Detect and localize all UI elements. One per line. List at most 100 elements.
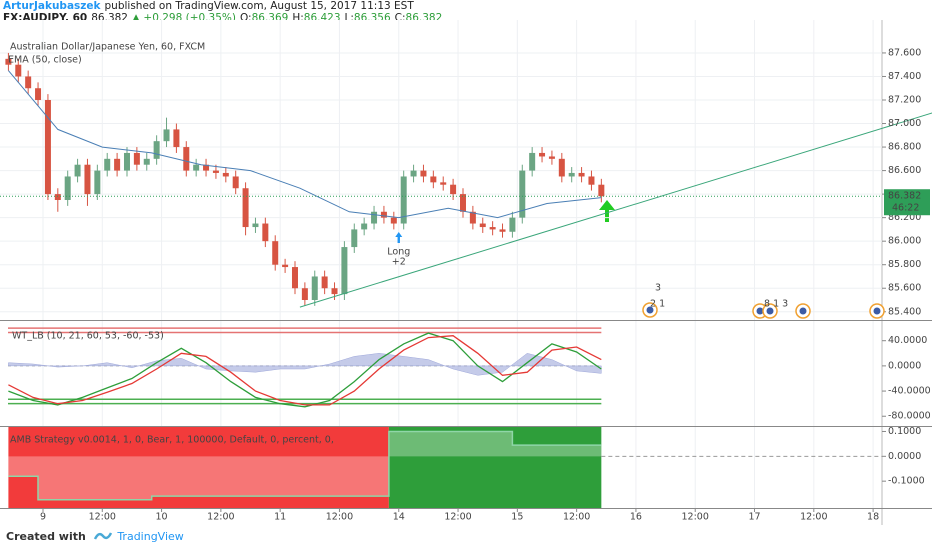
candle-body	[499, 229, 506, 232]
y-tick-label: 86.000	[888, 236, 921, 247]
up-arrow	[599, 200, 615, 222]
published: published on TradingView.com, August 15,…	[104, 0, 414, 12]
candle-body	[548, 156, 555, 159]
ema-line	[8, 70, 602, 219]
candle-body	[341, 247, 348, 295]
candle-body	[114, 158, 121, 171]
candle-body	[104, 158, 111, 171]
candle-body	[400, 176, 407, 224]
y-tick-label: 86.600	[888, 165, 921, 176]
signal-value: +2	[392, 257, 406, 268]
candle-body	[420, 170, 427, 177]
candle-body	[163, 129, 170, 142]
y-tick-label: 0.0000	[888, 451, 921, 462]
candle-body	[390, 217, 397, 224]
last-price-box	[884, 189, 930, 216]
candle-body	[321, 276, 328, 289]
equity-fill	[8, 431, 602, 500]
wave-line	[8, 332, 602, 408]
event-flag	[646, 306, 654, 314]
author[interactable]: ArturJakubaszek	[3, 0, 101, 12]
candle-body	[222, 172, 229, 177]
event-flag	[756, 307, 764, 315]
candle-body	[558, 158, 565, 177]
x-tick-label: 12:00	[326, 512, 353, 523]
x-tick-label: 18	[867, 512, 879, 523]
trendline	[299, 112, 932, 308]
candle-body	[74, 164, 81, 177]
candle-body	[331, 288, 338, 295]
position-region	[8, 427, 389, 508]
candle-body	[44, 100, 51, 195]
last-price-label: 86.382	[888, 191, 921, 202]
x-tick-label: 15	[511, 512, 523, 523]
y-tick-label: 87.000	[888, 118, 921, 129]
y-tick-label: 87.600	[888, 47, 921, 58]
candle-body	[361, 223, 368, 230]
candle-body	[450, 184, 457, 195]
ohlc-label: O:	[239, 12, 252, 24]
event-flag	[799, 307, 807, 315]
x-tick-label: 12:00	[444, 512, 471, 523]
candle-body	[578, 172, 585, 177]
candle-body	[94, 170, 101, 195]
marks	[0, 52, 932, 508]
event-flag	[766, 307, 774, 315]
candle-body	[35, 88, 42, 100]
candle-body	[123, 152, 130, 171]
event-flag	[873, 307, 881, 315]
candle-body	[539, 152, 546, 157]
candle-body	[588, 176, 595, 185]
candle-body	[459, 194, 466, 212]
candle-body	[291, 267, 298, 289]
candle-body	[133, 152, 140, 165]
candle-body	[143, 158, 150, 165]
candle-body	[203, 164, 210, 171]
candle-body	[242, 188, 249, 228]
x-tick-label: 10	[156, 512, 168, 523]
brand[interactable]: TradingView	[117, 530, 184, 543]
candle-body	[252, 223, 259, 228]
candle-body	[311, 276, 318, 300]
y-tick-label: -40.0000	[888, 386, 931, 397]
x-tick-label: 17	[748, 512, 760, 523]
candle-body	[568, 172, 575, 177]
event-label: 2 1	[650, 299, 665, 310]
candle-body	[25, 76, 32, 89]
pane-title: Australian Dollar/Japanese Yen, 60, FXCM	[10, 42, 205, 53]
labels: 9 12:00 10 12:00 11 12:00 14 12:00 15 12:00 16 12:0…	[8, 42, 931, 523]
y-tick-label: 87.400	[888, 71, 921, 82]
candle-body	[351, 229, 358, 248]
y-tick-label: 0.0000	[888, 360, 921, 371]
y-tick-label: 86.200	[888, 212, 921, 223]
header-line: ArturJakubaszek published on TradingView.…	[3, 0, 450, 12]
ohlc-label: H:	[292, 12, 304, 24]
y-tick-label: 85.400	[888, 306, 921, 317]
y-tick-label: 40.0000	[888, 335, 927, 346]
x-tick-label: 14	[393, 512, 405, 523]
candle-body	[430, 176, 437, 183]
candle-body	[301, 288, 308, 300]
signal-arrow	[395, 232, 403, 243]
series-name: EMA (50, close)	[8, 55, 82, 66]
candle-body	[410, 170, 417, 177]
signal-label: Long	[387, 247, 410, 258]
candle-body	[469, 211, 476, 224]
candle-body	[173, 129, 180, 148]
candle-body	[598, 184, 605, 197]
event-label: 3	[655, 283, 661, 294]
candle-body	[193, 164, 200, 171]
pane-title: AMB Strategy v0.0014, 1, 0, Bear, 1, 100…	[10, 435, 334, 446]
y-tick-label: 87.200	[888, 95, 921, 106]
candle-body	[371, 211, 378, 224]
ohlc-label: L:	[344, 12, 354, 24]
candle-body	[183, 147, 190, 171]
candle-body	[529, 152, 536, 171]
candle-body	[519, 170, 526, 218]
candle-body	[380, 211, 387, 218]
candle-body	[64, 176, 71, 200]
footer: Created with TradingView	[6, 528, 184, 543]
x-tick-label: 12:00	[563, 512, 590, 523]
candle-body	[84, 164, 91, 195]
candle-body	[272, 241, 279, 265]
